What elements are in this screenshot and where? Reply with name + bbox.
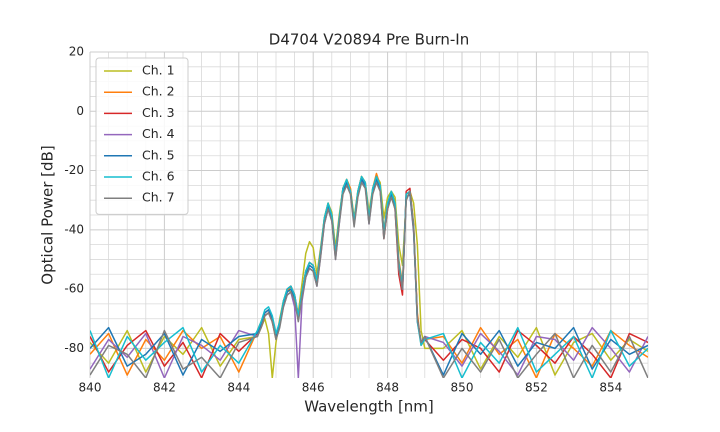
y-axis-label: Optical Power [dB] <box>39 145 57 284</box>
lines <box>90 172 648 378</box>
y-tick-label: -60 <box>64 282 84 296</box>
y-tick-label: 0 <box>76 104 84 118</box>
x-axis-label: Wavelength [nm] <box>304 398 434 416</box>
x-tick-label: 840 <box>79 381 102 395</box>
chart-title: D4704 V20894 Pre Burn-In <box>269 31 469 49</box>
series-line <box>90 175 648 378</box>
legend-label: Ch. 7 <box>142 190 175 205</box>
series-line <box>90 181 648 378</box>
x-tick-label: 852 <box>525 381 548 395</box>
legend-label: Ch. 4 <box>142 126 175 141</box>
x-tick-label: 850 <box>451 381 474 395</box>
legend-box <box>95 57 189 215</box>
legend-label: Ch. 1 <box>142 63 175 78</box>
legend-label: Ch. 6 <box>142 169 175 184</box>
y-tick-label: -20 <box>64 163 84 177</box>
x-tick-label: 846 <box>302 381 325 395</box>
y-tick-label: 20 <box>69 45 84 59</box>
x-tick-label: 854 <box>599 381 622 395</box>
legend: Ch. 1 Ch. 2 Ch. 3 Ch. 4 Ch. 5 Ch. 6 Ch. 7 <box>95 57 189 215</box>
legend-label: Ch. 2 <box>142 84 175 99</box>
series-line <box>90 178 648 376</box>
x-tick-label: 848 <box>376 381 399 395</box>
legend-label: Ch. 3 <box>142 105 175 120</box>
y-tick-label: -40 <box>64 222 84 236</box>
y-tick-label: -80 <box>64 341 84 355</box>
x-tick-label: 844 <box>227 381 250 395</box>
ticks: 840 842 844 846 848 850 852 854 20 0 -20 -40 -60 -80 <box>64 45 622 395</box>
x-tick-label: 842 <box>153 381 176 395</box>
legend-label: Ch. 5 <box>142 147 175 162</box>
